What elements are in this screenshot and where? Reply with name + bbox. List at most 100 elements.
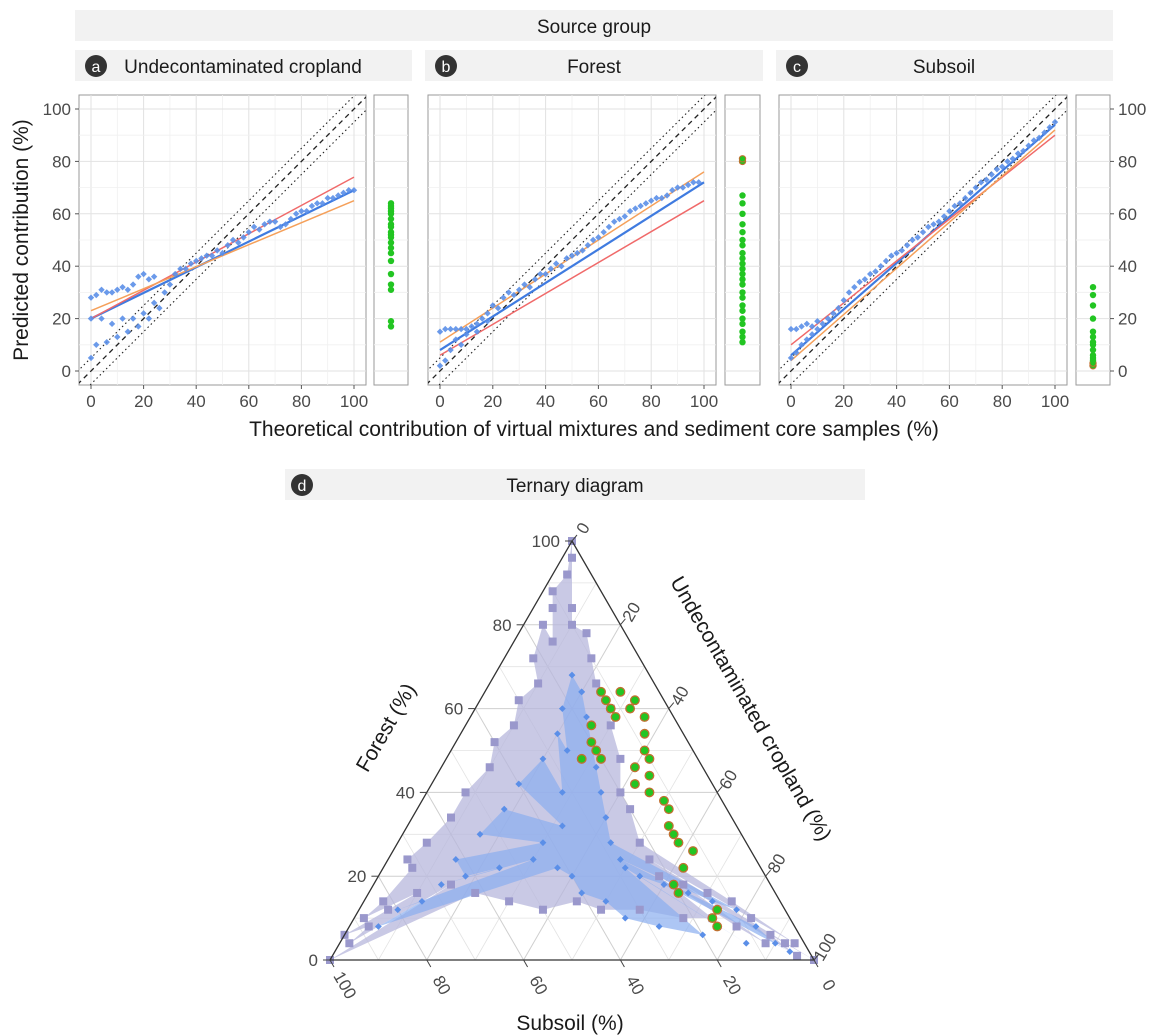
virtual-mixture-point bbox=[1035, 134, 1043, 142]
virtual-mixture-point bbox=[335, 192, 342, 199]
ternary-bottom-tick-label: 60 bbox=[525, 972, 551, 998]
virtual-mixture-point bbox=[266, 218, 274, 225]
source-range-point bbox=[747, 914, 756, 923]
source-range-point bbox=[655, 872, 664, 881]
virtual-mixture-point bbox=[203, 252, 210, 259]
sediment-core-point bbox=[596, 753, 606, 764]
source-range-point bbox=[582, 629, 591, 638]
virtual-mixture-point bbox=[93, 291, 100, 299]
sediment-core-point bbox=[712, 904, 723, 915]
virtual-mixture-point bbox=[787, 325, 795, 333]
virtual-mixture-point bbox=[436, 328, 444, 335]
virtual-mixture-point bbox=[554, 864, 561, 872]
virtual-mixture-point bbox=[98, 315, 105, 322]
plot-area bbox=[779, 95, 1067, 385]
virtual-mixture-point bbox=[563, 747, 571, 754]
ternary-bottom-tick-label: 40 bbox=[622, 972, 648, 998]
virtual-mixture-point bbox=[129, 281, 137, 288]
ternary-left-axis-title: Forest (%) bbox=[352, 680, 421, 776]
source-range-point bbox=[379, 897, 388, 906]
virtual-mixture-point bbox=[658, 194, 665, 202]
sediment-core-point bbox=[739, 333, 746, 341]
virtual-mixture-point bbox=[600, 228, 607, 236]
source-range-point bbox=[403, 855, 412, 864]
virtual-mixture-point bbox=[418, 897, 426, 905]
virtual-mixture-point bbox=[476, 830, 484, 838]
virtual-mixture-point bbox=[261, 221, 268, 228]
virtual-mixture-point bbox=[442, 325, 449, 333]
virtual-mixture-point bbox=[563, 255, 570, 262]
source-range-point bbox=[679, 880, 688, 889]
source-range-point bbox=[727, 897, 736, 906]
virtual-mixture-point bbox=[240, 234, 247, 241]
virtual-mixture-point bbox=[1025, 142, 1032, 149]
virtual-mixture-point bbox=[674, 184, 681, 191]
sediment-core-point bbox=[739, 260, 746, 267]
virtual-mixture-point bbox=[584, 242, 592, 249]
sediment-core-point bbox=[739, 200, 746, 207]
virtual-mixture-point bbox=[882, 257, 890, 265]
ternary-left-tick-label: 60 bbox=[444, 700, 463, 719]
virtual-mixture-point bbox=[510, 291, 518, 299]
ternary-left-tick-label: 0 bbox=[309, 951, 318, 970]
virtual-mixture-point bbox=[935, 218, 943, 225]
virtual-mixture-point bbox=[187, 260, 195, 267]
sediment-core-point bbox=[387, 228, 395, 236]
y-tick-label: 60 bbox=[52, 205, 71, 224]
sediment-core-point bbox=[586, 737, 597, 748]
virtual-mixture-point bbox=[552, 260, 560, 267]
virtual-mixture-point bbox=[930, 221, 937, 228]
y-tick-label: 40 bbox=[1118, 257, 1137, 276]
virtual-mixture-point bbox=[484, 310, 491, 317]
x-tick-label: 80 bbox=[642, 392, 661, 411]
virtual-mixture-point bbox=[394, 906, 402, 914]
virtual-mixture-point bbox=[867, 270, 874, 278]
sediment-core-point bbox=[739, 338, 746, 346]
x-tick-label: 40 bbox=[187, 392, 206, 411]
virtual-mixture-point bbox=[224, 242, 231, 249]
virtual-mixture-point bbox=[473, 320, 481, 328]
virtual-mixture-point bbox=[198, 255, 205, 262]
sediment-core-point bbox=[668, 879, 679, 890]
virtual-mixture-point bbox=[537, 270, 544, 278]
virtual-mixture-point bbox=[578, 889, 586, 897]
ternary-right-tick-label: 0 bbox=[573, 519, 594, 537]
panel-a-strip: a Undecontaminated cropland bbox=[75, 50, 412, 81]
sediment-core-point bbox=[678, 862, 689, 873]
source-range-point bbox=[548, 604, 557, 613]
regression-line-red bbox=[90, 176, 355, 320]
virtual-mixture-point bbox=[597, 789, 605, 796]
virtual-mixture-point bbox=[340, 189, 347, 197]
virtual-mixture-point bbox=[436, 362, 444, 369]
virtual-mixture-point bbox=[282, 221, 289, 228]
virtual-mixture-point bbox=[103, 289, 110, 296]
virtual-mixture-point bbox=[114, 333, 121, 341]
sediment-core-point bbox=[739, 265, 746, 273]
virtual-mixture-point bbox=[595, 234, 602, 241]
virtual-mixture-point bbox=[663, 192, 671, 199]
sediment-core-point bbox=[1089, 333, 1097, 341]
panel-c-strip: c Subsoil bbox=[776, 50, 1113, 81]
sediment-core-point bbox=[586, 720, 597, 731]
virtual-mixture-point bbox=[962, 194, 969, 202]
virtual-mixture-point bbox=[1030, 137, 1038, 144]
virtual-mixture-point bbox=[515, 780, 523, 788]
regression-line-fit bbox=[439, 181, 705, 351]
panel-b-plot: 0 20 40 60 80 100 bbox=[427, 94, 761, 411]
virtual-mixture-point bbox=[999, 163, 1006, 170]
virtual-mixture-point bbox=[447, 325, 454, 333]
virtual-mixture-point bbox=[1009, 155, 1016, 162]
ternary-right-tick-mark bbox=[571, 534, 578, 542]
virtual-mixture-point bbox=[648, 197, 655, 204]
y-tick-label: 100 bbox=[1118, 100, 1146, 119]
virtual-mixture-point bbox=[182, 265, 189, 273]
sediment-core-point bbox=[712, 921, 723, 932]
virtual-mixture-point bbox=[539, 839, 547, 847]
ternary-left-tick-label: 40 bbox=[396, 783, 415, 802]
virtual-mixture-point bbox=[558, 822, 566, 830]
virtual-mixture-point bbox=[98, 286, 105, 293]
source-range-point bbox=[514, 696, 523, 705]
virtual-mixture-point bbox=[592, 763, 600, 771]
ternary-bottom-tick-mark bbox=[329, 959, 335, 968]
virtual-mixture-point bbox=[108, 289, 116, 296]
